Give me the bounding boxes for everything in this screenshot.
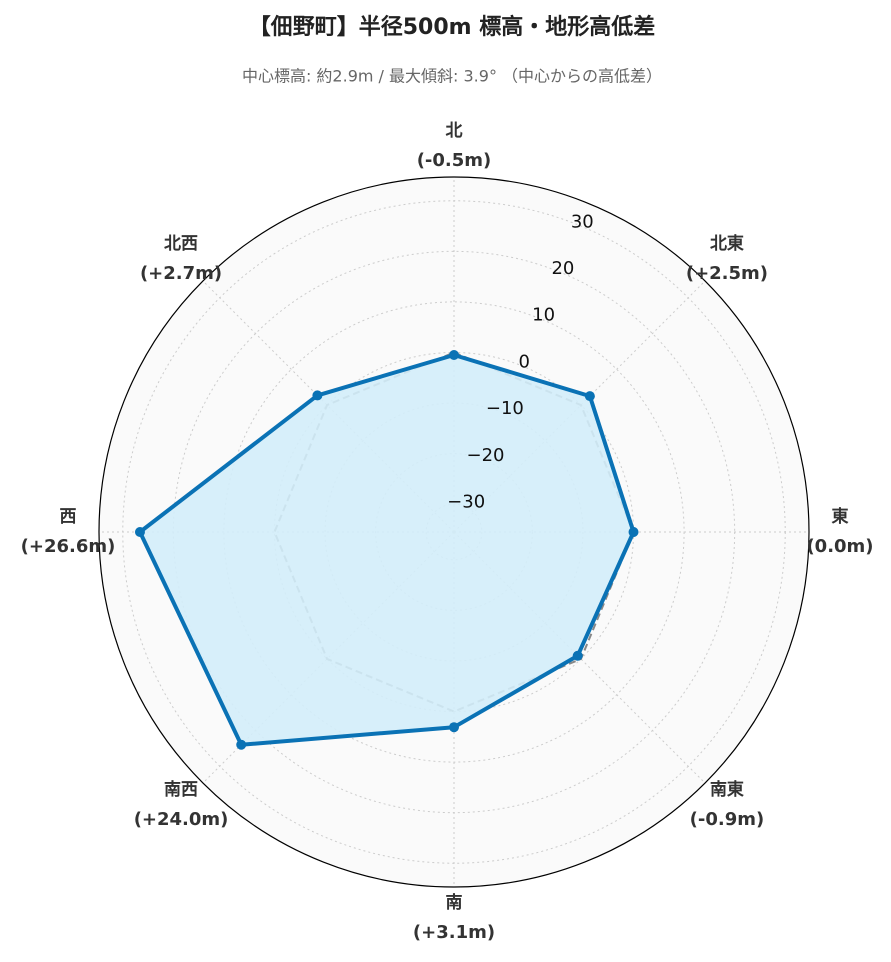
- category-label: 北東: [710, 233, 744, 254]
- data-point: [584, 391, 595, 402]
- spoke: [453, 531, 706, 784]
- value-label: (-0.5m): [417, 150, 492, 171]
- data-point: [449, 722, 459, 733]
- value-label: (0.0m): [806, 536, 873, 557]
- category-label: 東: [832, 506, 849, 527]
- value-label: (+2.7m): [140, 263, 222, 284]
- data-point: [312, 390, 323, 401]
- r-tick-label: −30: [447, 492, 485, 513]
- value-label: (-0.9m): [690, 809, 765, 830]
- r-tick-label: 30: [571, 211, 594, 232]
- r-tick-label: −10: [486, 398, 524, 419]
- category-label: 北西: [164, 234, 198, 254]
- r-tick-label: 20: [551, 258, 574, 279]
- value-label: (+2.5m): [686, 263, 768, 284]
- category-label: 南西: [164, 779, 198, 800]
- r-tick-label: 10: [532, 305, 555, 326]
- category-label: 南: [446, 892, 463, 913]
- category-label: 西: [60, 507, 77, 527]
- r-tick-label: 0: [519, 351, 530, 372]
- data-point: [134, 527, 145, 537]
- category-label: 北: [446, 121, 463, 141]
- chart-title: 【佃野町】半径500m 標高・地形高低差: [249, 14, 656, 40]
- r-tick-label: −20: [467, 445, 505, 466]
- value-label: (+24.0m): [134, 809, 229, 830]
- data-point: [628, 527, 639, 537]
- spoke: [453, 280, 706, 533]
- category-label: 南東: [710, 779, 744, 800]
- chart-subtitle: 中心標高: 約2.9m / 最大傾斜: 3.9° （中心からの高低差）: [242, 67, 662, 86]
- data-point: [236, 739, 247, 750]
- spoke: [202, 280, 455, 533]
- data-point: [449, 350, 459, 361]
- outer-ring: [98, 176, 810, 888]
- value-label: (+3.1m): [413, 922, 495, 943]
- data-point: [572, 650, 583, 661]
- value-label: (+26.6m): [21, 536, 116, 557]
